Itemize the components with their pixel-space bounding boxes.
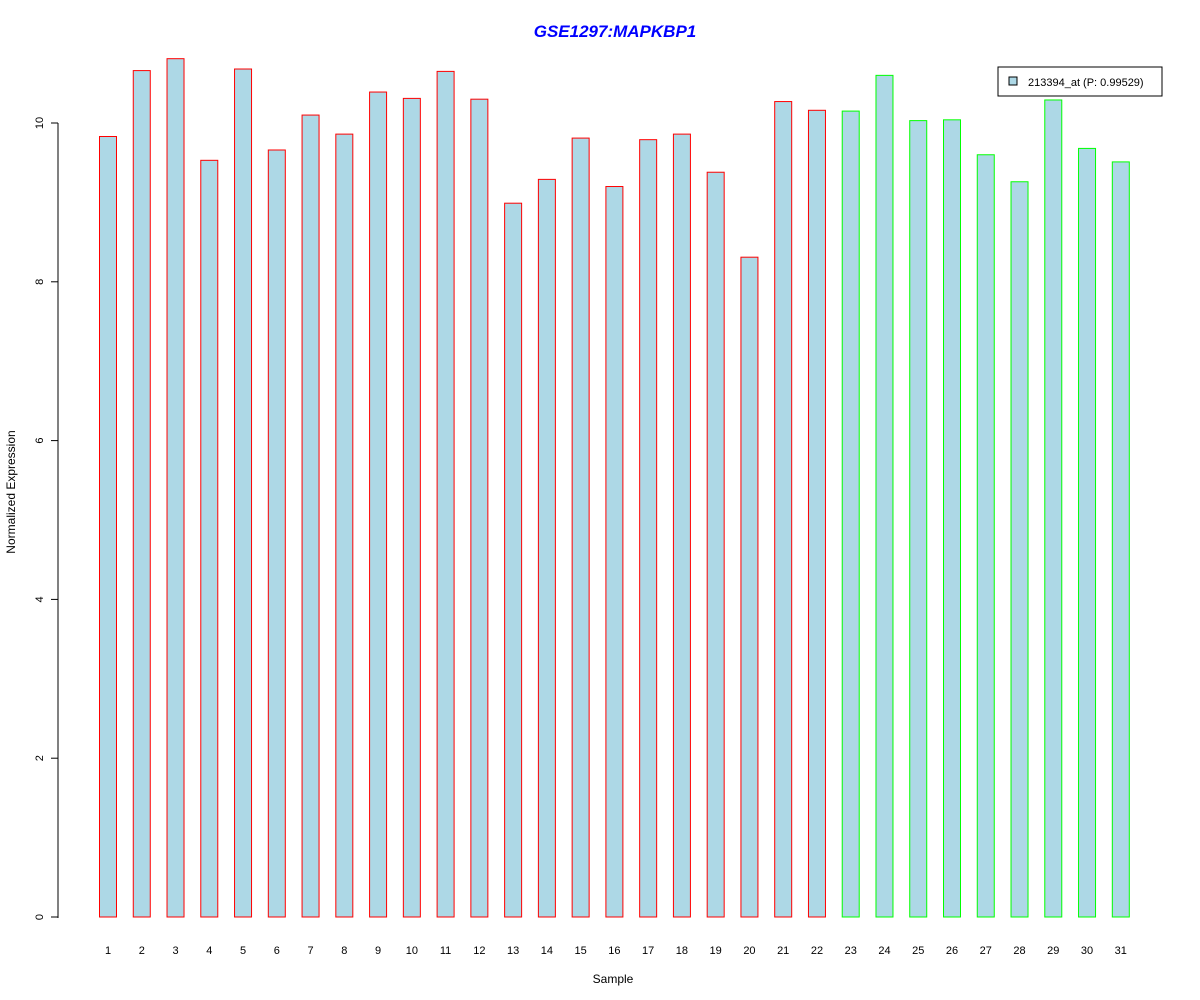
x-tick-label: 23	[845, 945, 857, 957]
x-tick-label: 13	[507, 945, 519, 957]
legend-swatch	[1008, 76, 1018, 86]
bar-sample-6	[267, 149, 286, 918]
x-axis-title: Sample	[593, 972, 634, 986]
bar-sample-22	[807, 109, 826, 918]
y-tick-label: 2	[34, 755, 46, 761]
bar-sample-5	[234, 68, 253, 918]
bar-sample-24	[875, 74, 894, 918]
bar-sample-17	[639, 139, 658, 918]
x-tick-label: 28	[1013, 945, 1025, 957]
y-axis: 0 2 4 6 8 10	[34, 117, 59, 920]
x-tick-label: 2	[139, 945, 145, 957]
x-tick-label: 21	[777, 945, 789, 957]
x-tick-label: 5	[240, 945, 246, 957]
x-tick-label: 17	[642, 945, 654, 957]
legend: 213394_at (P: 0.99529)	[997, 66, 1163, 97]
bar-sample-12	[470, 98, 489, 918]
bar-sample-19	[706, 171, 725, 918]
bar-sample-31	[1111, 161, 1130, 918]
bar-sample-15	[571, 137, 590, 918]
x-tick-label: 26	[946, 945, 958, 957]
bar-sample-30	[1078, 147, 1097, 918]
x-tick-label: 27	[980, 945, 992, 957]
x-tick-label: 8	[341, 945, 347, 957]
y-tick-label: 8	[34, 279, 46, 285]
x-tick-label: 10	[406, 945, 418, 957]
bar-sample-7	[301, 114, 320, 918]
bar-sample-13	[504, 202, 523, 918]
bar-sample-18	[672, 133, 691, 918]
bar-sample-28	[1010, 181, 1029, 918]
x-tick-label: 18	[676, 945, 688, 957]
x-tick-label: 20	[743, 945, 755, 957]
bar-sample-29	[1044, 99, 1063, 918]
chart-title: GSE1297:MAPKBP1	[534, 22, 697, 41]
y-tick-label: 4	[34, 596, 46, 602]
x-tick-label: 19	[710, 945, 722, 957]
x-tick-label: 11	[440, 945, 451, 957]
bar-sample-8	[335, 133, 354, 918]
x-tick-labels: 1 2 3 4 5 6 7 8 9 10 11 12 13 14 15 16 17 18 19 20 21 22 23 24 2…	[105, 945, 1127, 957]
x-tick-label: 7	[307, 945, 313, 957]
bar-sample-21	[774, 101, 793, 918]
x-tick-label: 16	[608, 945, 620, 957]
y-tick-label: 0	[34, 914, 46, 920]
bar-sample-25	[909, 120, 928, 918]
bar-sample-1	[99, 135, 117, 918]
bar-sample-4	[200, 159, 219, 918]
bar-sample-9	[369, 91, 388, 918]
bar-sample-3	[166, 58, 185, 918]
x-tick-label: 15	[575, 945, 587, 957]
bar-sample-11	[436, 70, 455, 918]
legend-label: 213394_at (P: 0.99529)	[1028, 77, 1144, 89]
bar-sample-23	[841, 110, 860, 918]
y-tick-label: 10	[34, 117, 46, 129]
x-tick-label: 12	[473, 945, 485, 957]
x-tick-label: 29	[1047, 945, 1059, 957]
x-tick-label: 22	[811, 945, 823, 957]
x-tick-label: 30	[1081, 945, 1093, 957]
x-tick-label: 14	[541, 945, 553, 957]
bar-sample-16	[605, 186, 624, 918]
bar-sample-27	[976, 154, 995, 918]
x-tick-label: 24	[878, 945, 890, 957]
legend-box	[997, 66, 1163, 97]
x-tick-label: 25	[912, 945, 924, 957]
x-tick-label: 9	[375, 945, 381, 957]
y-axis-title: Normalized Expression	[4, 430, 18, 553]
bar-sample-26	[943, 119, 961, 918]
bar-sample-20	[740, 256, 759, 918]
x-tick-label: 6	[274, 945, 280, 957]
x-tick-label: 3	[172, 945, 178, 957]
bar-sample-14	[537, 178, 556, 918]
x-tick-label: 31	[1115, 945, 1127, 957]
bars-group	[99, 58, 1130, 918]
y-tick-label: 6	[34, 438, 46, 444]
bar-sample-2	[132, 70, 151, 918]
x-tick-label: 1	[105, 945, 111, 957]
x-tick-label: 4	[206, 945, 212, 957]
bar-sample-10	[402, 97, 421, 918]
